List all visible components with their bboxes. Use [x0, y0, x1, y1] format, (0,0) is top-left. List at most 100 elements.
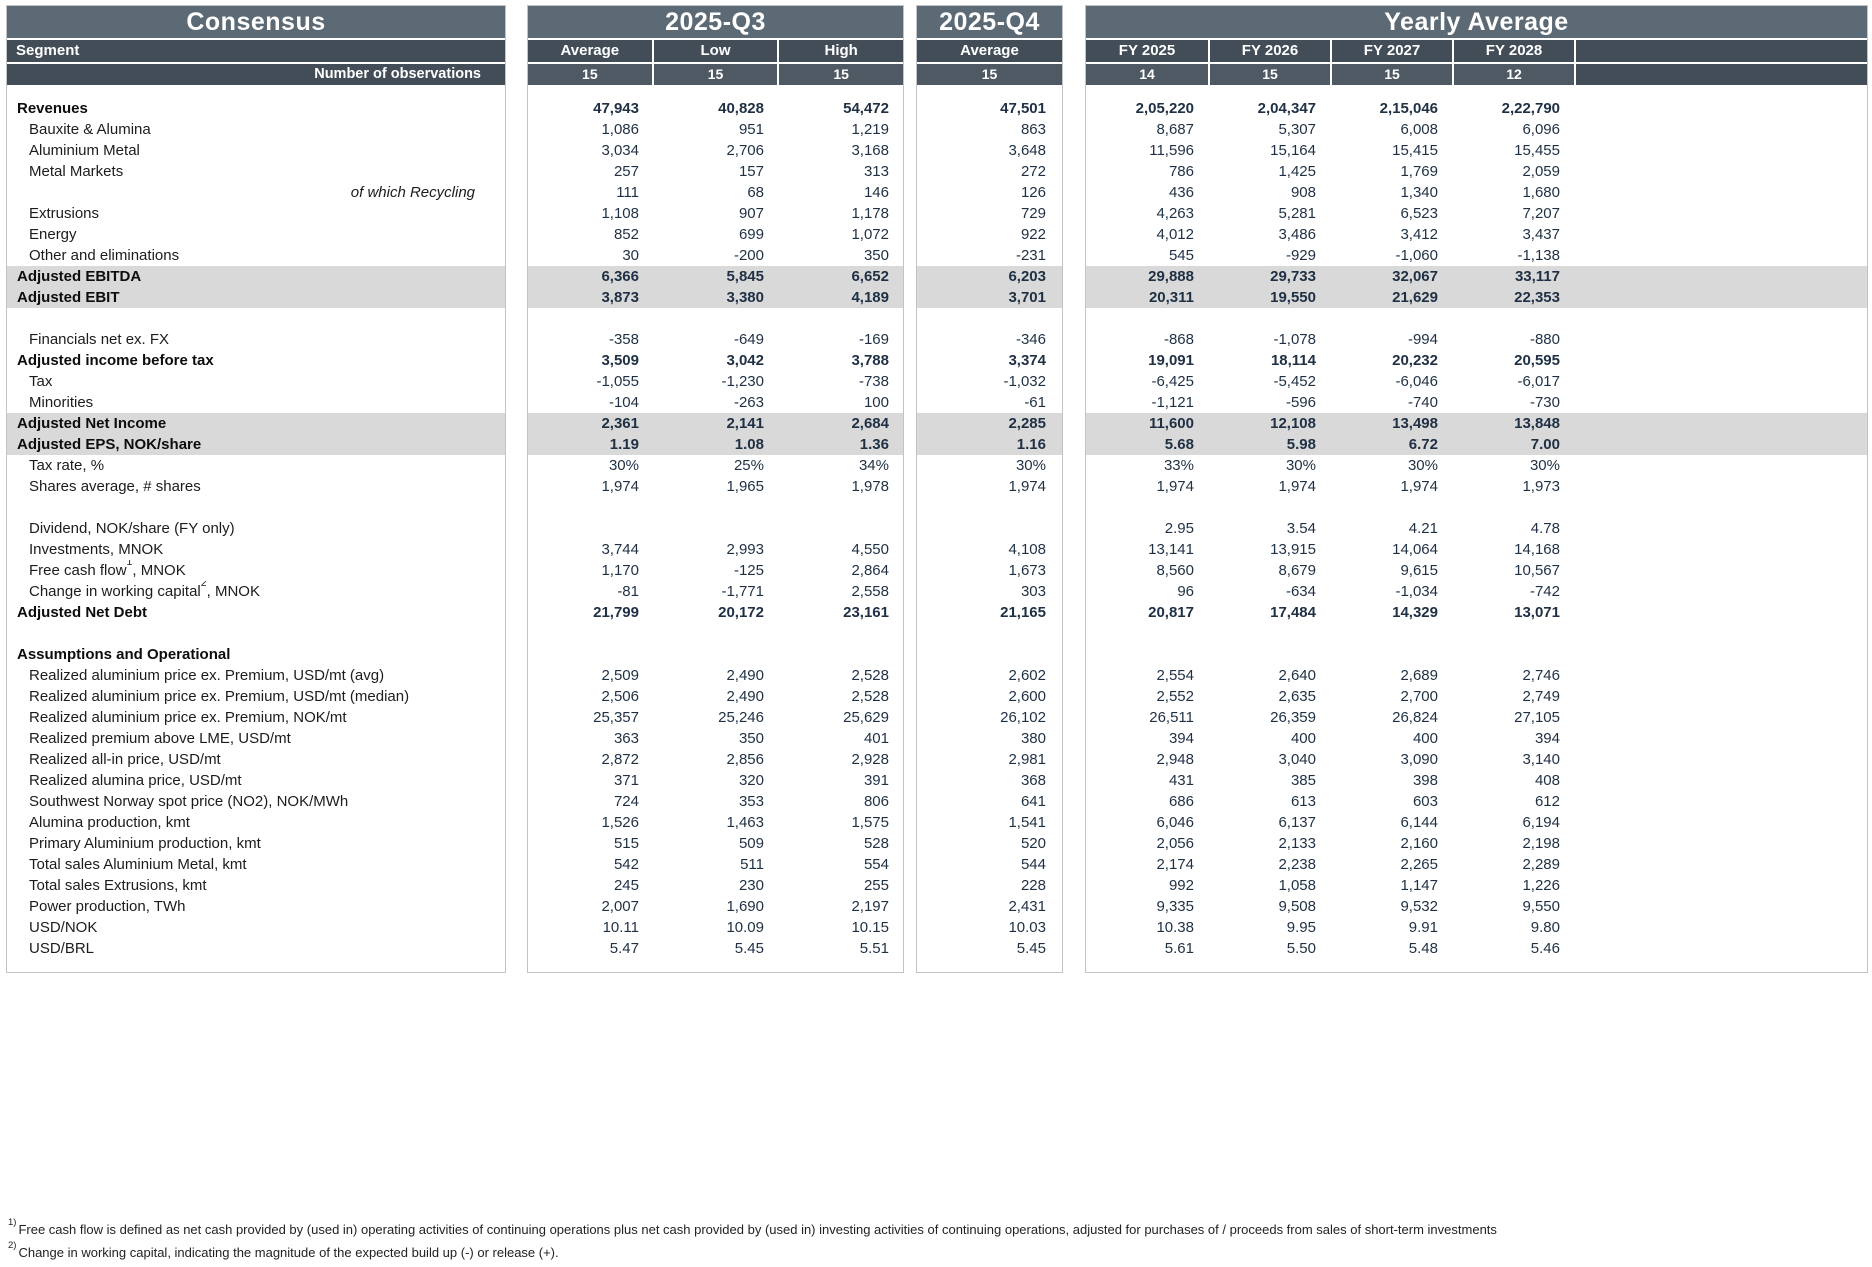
value-cell: 1.19: [609, 436, 639, 453]
table-row: 1,086 951 1,219: [528, 119, 903, 140]
row-filler: [1574, 812, 1867, 833]
table-row: 520: [917, 833, 1062, 854]
value-cell: 1,463: [726, 814, 764, 831]
value-cell: [528, 644, 653, 665]
table-row: 272: [917, 161, 1062, 182]
table-row: [1086, 623, 1867, 644]
table-row: 2,007 1,690 2,197: [528, 896, 903, 917]
value-cell: 2,948: [1156, 751, 1194, 768]
table-row: 26,511 26,359 26,824 27,105: [1086, 707, 1867, 728]
row-label: Investments, MNOK: [29, 541, 164, 558]
value-cell: 6,523: [1400, 205, 1438, 222]
panel-title-2025-q4: 2025-Q4: [917, 6, 1062, 38]
value-cell: -929: [1285, 247, 1316, 264]
table-row: -61: [917, 392, 1062, 413]
table-row: 1,974: [917, 476, 1062, 497]
value-cell: [1086, 308, 1208, 329]
table-row: 257 157 313: [528, 161, 903, 182]
footnotes: 1) Free cash flow is defined as net cash …: [8, 1217, 1708, 1264]
value-cell: -81: [617, 583, 639, 600]
table-row: 3,374: [917, 350, 1062, 371]
value-cell: 1,072: [851, 226, 889, 243]
table-row: [1086, 308, 1867, 329]
value-cell: 5.61: [1164, 940, 1194, 957]
table-row: 1,974 1,965 1,978: [528, 476, 903, 497]
row-filler: [1574, 854, 1867, 875]
row-label: Realized premium above LME, USD/mt: [29, 730, 291, 747]
value-cell: 1,965: [726, 478, 764, 495]
table-row: 5.68 5.98 6.72 7.00: [1086, 434, 1867, 455]
row-filler: [1574, 560, 1867, 581]
row-label: Primary Aluminium production, kmt: [29, 835, 261, 852]
value-cell: 10.15: [851, 919, 889, 936]
column-header: Average: [560, 42, 620, 59]
table-row: 431 385 398 408: [1086, 770, 1867, 791]
value-cell: 30: [622, 247, 639, 264]
value-cell: -231: [1015, 247, 1046, 264]
value-cell: 1,680: [1522, 184, 1560, 201]
row-filler: [1574, 644, 1867, 665]
table-row: 852 699 1,072: [528, 224, 903, 245]
table-row: 5.45: [917, 938, 1062, 959]
value-cell: [528, 623, 653, 644]
value-cell: 1,108: [601, 205, 639, 222]
value-cell: 2,600: [1008, 688, 1046, 705]
table-row: 10.11 10.09 10.15: [528, 917, 903, 938]
table-row: 4,263 5,281 6,523 7,207: [1086, 203, 1867, 224]
table-row: [917, 497, 1062, 518]
table-row: 30 -200 350: [528, 245, 903, 266]
value-cell: 2.95: [1164, 520, 1194, 537]
table-row: 6,046 6,137 6,144 6,194: [1086, 812, 1867, 833]
value-cell: 21,165: [1000, 604, 1046, 621]
table-row: 245 230 255: [528, 875, 903, 896]
table-row: 1,673: [917, 560, 1062, 581]
row-label: Adjusted EBIT: [7, 287, 505, 308]
value-cell: 6,144: [1400, 814, 1438, 831]
table-row: -346: [917, 329, 1062, 350]
row-filler: [1574, 497, 1867, 518]
value-cell: 2,059: [1522, 163, 1560, 180]
value-cell: 2,602: [1008, 667, 1046, 684]
value-cell: -1,121: [1151, 394, 1194, 411]
value-cell: -738: [858, 373, 889, 390]
value-cell: 1,575: [851, 814, 889, 831]
row-label: Power production, TWh: [29, 898, 186, 915]
value-cell: [1330, 644, 1452, 665]
row-filler: [1574, 203, 1867, 224]
observation-count: 15: [651, 64, 778, 85]
value-cell: 545: [1168, 247, 1194, 264]
table-row: 2.95 3.54 4.21 4.78: [1086, 518, 1867, 539]
table-row: 30%: [917, 455, 1062, 476]
value-cell: 3,040: [1278, 751, 1316, 768]
table-row: 8,560 8,679 9,615 10,567: [1086, 560, 1867, 581]
value-cell: 2,746: [1522, 667, 1560, 684]
value-cell: 11,600: [1148, 415, 1194, 432]
table-row: 10.38 9.95 9.91 9.80: [1086, 917, 1867, 938]
table-row: 2,285: [917, 413, 1062, 434]
value-cell: 922: [1020, 226, 1046, 243]
value-cell: 2,928: [851, 751, 889, 768]
value-cell: 33,117: [1514, 268, 1560, 285]
table-row: 2,506 2,490 2,528: [528, 686, 903, 707]
value-cell: 9.80: [1530, 919, 1560, 936]
table-row: 303: [917, 581, 1062, 602]
value-cell: 2,706: [726, 142, 764, 159]
value-cell: 13,915: [1270, 541, 1316, 558]
value-cell: 3,374: [1008, 352, 1046, 369]
row-filler: [1574, 938, 1867, 959]
value-cell: 2,700: [1400, 688, 1438, 705]
value-cell: 17,484: [1270, 604, 1316, 621]
table-row: 1,974 1,974 1,974 1,973: [1086, 476, 1867, 497]
value-cell: 2,22,790: [1501, 100, 1560, 117]
panel-2025-q3: 2025-Q3 Average Low High 15 15 15 47,943…: [527, 5, 904, 973]
value-cell: 7,207: [1522, 205, 1560, 222]
table-row: 1,541: [917, 812, 1062, 833]
value-cell: 47,943: [593, 100, 639, 117]
value-cell: [1452, 497, 1574, 518]
row-filler: [1574, 749, 1867, 770]
value-cell: -740: [1407, 394, 1438, 411]
value-cell: 20,172: [718, 604, 764, 621]
table-row: 26,102: [917, 707, 1062, 728]
value-cell: 2,289: [1522, 856, 1560, 873]
value-cell: 228: [1020, 877, 1046, 894]
